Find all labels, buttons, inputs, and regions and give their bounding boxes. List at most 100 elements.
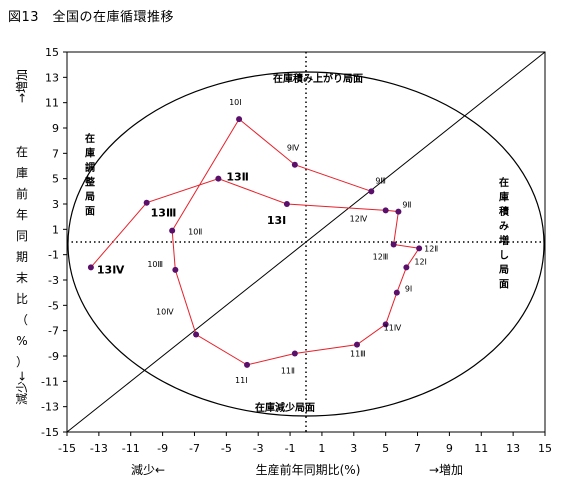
- data-point: [291, 161, 298, 168]
- chart-title: 図13 全国の在庫循環推移: [8, 10, 175, 25]
- point-label: 13Ⅲ: [151, 207, 177, 220]
- data-point: [87, 264, 94, 271]
- point-label: 13Ⅰ: [267, 214, 286, 227]
- region-label-right-char: み: [499, 221, 509, 233]
- data-point: [403, 264, 410, 271]
- point-label: 13Ⅱ: [226, 171, 249, 184]
- y-tick-label: 5: [52, 173, 59, 186]
- point-label: 9Ⅳ: [287, 144, 300, 153]
- data-point: [236, 116, 243, 123]
- y-tick-label: 9: [52, 122, 59, 135]
- point-label: 12Ⅳ: [350, 214, 368, 223]
- data-point: [172, 266, 179, 273]
- data-point: [143, 199, 150, 206]
- region-label-bottom: 在庫減少局面: [255, 401, 315, 414]
- data-point: [416, 245, 423, 252]
- data-point: [382, 207, 389, 214]
- y-axis-title-char: 前: [16, 186, 28, 201]
- point-label: 11Ⅰ: [235, 376, 248, 385]
- point-label: 13Ⅳ: [97, 263, 125, 276]
- x-tick-label: -11: [122, 442, 140, 455]
- point-label: 10Ⅲ: [147, 260, 163, 269]
- x-tick-label: -5: [221, 442, 232, 455]
- data-point: [283, 201, 290, 207]
- region-label-left-char: 庫: [85, 147, 95, 160]
- region-label-left-char: 調: [85, 161, 95, 174]
- region-label-right-char: し: [499, 250, 509, 262]
- x-axis-left-note: 減少←: [131, 462, 165, 477]
- y-tick-label: 7: [52, 147, 59, 160]
- x-tick-label: -1: [285, 442, 296, 455]
- point-label: 12Ⅰ: [414, 257, 427, 266]
- x-tick-label: -13: [90, 442, 108, 455]
- x-tick-label: 5: [382, 442, 389, 455]
- point-label: 10Ⅱ: [188, 228, 202, 237]
- x-axis-title: 生産前年同期比(%): [256, 462, 361, 477]
- x-tick-label: 3: [350, 442, 357, 455]
- y-axis-bottom-note: 減少←: [14, 371, 29, 405]
- y-tick-label: 3: [52, 198, 59, 211]
- point-label: 10Ⅳ: [156, 307, 174, 316]
- region-label-right-char: 在: [499, 176, 509, 189]
- region-label-left-char: 在: [85, 132, 95, 145]
- y-axis-title-char: 末: [16, 271, 28, 285]
- region-label-right-char: 庫: [499, 191, 509, 204]
- data-point: [291, 350, 298, 357]
- y-tick-label: -3: [48, 274, 59, 287]
- x-tick-label: -7: [189, 442, 200, 455]
- point-label: 9Ⅱ: [402, 201, 411, 210]
- y-axis-title-char: %: [16, 334, 27, 348]
- point-label: 9Ⅰ: [405, 285, 412, 294]
- x-tick-label: -3: [253, 442, 264, 455]
- data-point: [390, 241, 397, 248]
- data-point: [169, 227, 176, 234]
- y-axis-title-char: 同: [16, 229, 28, 243]
- point-label: 11Ⅳ: [384, 323, 402, 332]
- y-tick-label: -9: [48, 350, 59, 363]
- region-label-top: 在庫積み上がり局面: [273, 72, 363, 85]
- reference-lines: [67, 52, 545, 432]
- y-tick-label: -1: [48, 249, 59, 262]
- y-axis-title-char: 在: [16, 145, 28, 159]
- cycle-ellipse: [67, 71, 545, 417]
- y-tick-label: -13: [41, 401, 59, 414]
- point-label: 9Ⅲ: [375, 176, 386, 185]
- data-point: [382, 321, 389, 328]
- y-tick-label: 15: [45, 46, 59, 59]
- x-tick-label: -15: [58, 442, 76, 455]
- point-labels: 9Ⅲ 9Ⅳ 10Ⅰ 10Ⅱ 10Ⅲ 10Ⅳ 11Ⅰ 11Ⅱ 11Ⅲ 11Ⅳ 9Ⅰ 12Ⅰ 12Ⅱ 12Ⅲ 9…: [97, 98, 438, 385]
- region-label-right-char: 面: [499, 279, 509, 291]
- data-point: [393, 289, 400, 296]
- point-label: 11Ⅱ: [281, 366, 295, 375]
- point-label: 10Ⅰ: [229, 98, 242, 107]
- data-point: [353, 341, 360, 348]
- y-tick-label: 11: [45, 97, 59, 110]
- y-tick-label: 1: [52, 223, 59, 236]
- x-tick-label: 1: [318, 442, 325, 455]
- region-label-left-char: 面: [85, 206, 95, 218]
- x-tick-label: 7: [414, 442, 421, 455]
- data-point: [215, 175, 222, 182]
- y-axis-title-char: 期: [16, 250, 28, 264]
- y-axis-title-char: 比: [16, 292, 28, 306]
- data-point: [395, 208, 402, 215]
- y-tick-label: 13: [45, 71, 59, 84]
- axis-ticks: -15 -13 -11 -9 -7 -5 -3 -1 1 3 5 7 9 11 13 151513119753…: [41, 46, 552, 455]
- x-tick-label: 11: [474, 442, 488, 455]
- point-label: 12Ⅱ: [424, 244, 438, 253]
- x-tick-label: -9: [157, 442, 168, 455]
- region-label-left-char: 局: [84, 191, 95, 203]
- x-tick-label: 13: [506, 442, 520, 455]
- y-axis-top-note: →増加: [15, 69, 29, 103]
- x-tick-label: 9: [446, 442, 453, 455]
- y-tick-label: -11: [41, 375, 59, 388]
- region-label-left-char: 整: [84, 176, 95, 189]
- y-tick-label: -7: [48, 325, 59, 338]
- x-axis-right-note: →増加: [429, 463, 463, 477]
- data-point: [193, 331, 200, 338]
- y-tick-label: -5: [48, 299, 59, 312]
- series-line: [90, 118, 420, 366]
